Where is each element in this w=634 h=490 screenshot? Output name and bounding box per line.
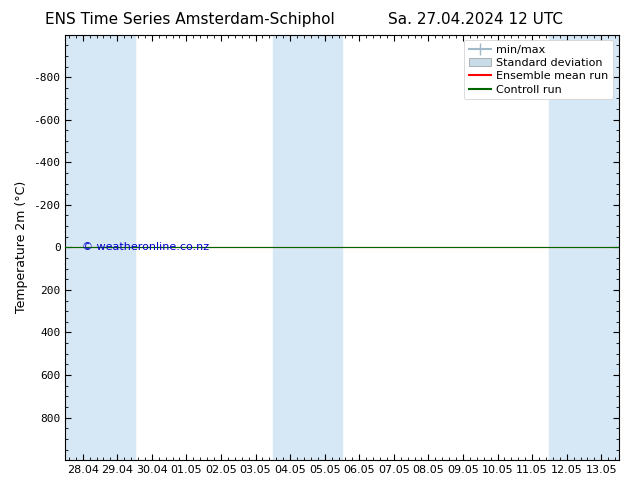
Legend: min/max, Standard deviation, Ensemble mean run, Controll run: min/max, Standard deviation, Ensemble me… xyxy=(464,40,613,99)
Bar xyxy=(550,35,619,460)
Text: © weatheronline.co.nz: © weatheronline.co.nz xyxy=(82,242,209,251)
Text: ENS Time Series Amsterdam-Schiphol: ENS Time Series Amsterdam-Schiphol xyxy=(45,12,335,27)
Bar xyxy=(273,35,342,460)
Y-axis label: Temperature 2m (°C): Temperature 2m (°C) xyxy=(15,181,28,314)
Text: Sa. 27.04.2024 12 UTC: Sa. 27.04.2024 12 UTC xyxy=(388,12,563,27)
Bar xyxy=(65,35,134,460)
